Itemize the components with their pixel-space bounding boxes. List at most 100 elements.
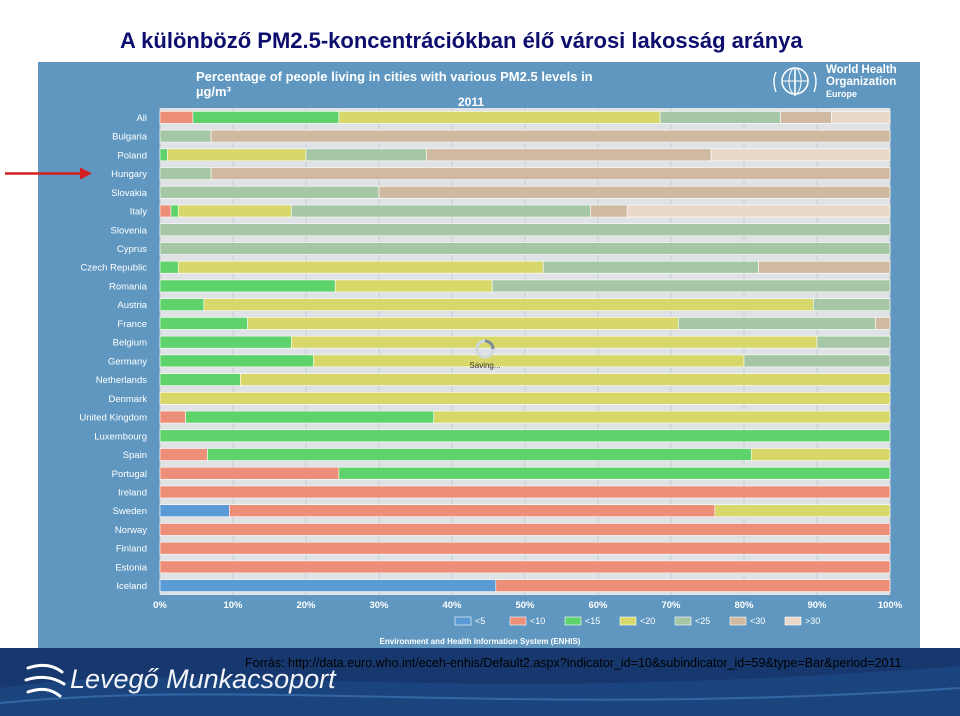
bar-segment xyxy=(159,373,241,386)
spinner-icon xyxy=(475,339,495,359)
bar-segment xyxy=(240,373,891,386)
bar-segment xyxy=(159,129,212,143)
bar-segment xyxy=(677,317,876,330)
who-name-line1: World Health xyxy=(826,64,897,76)
bar-segment xyxy=(159,579,497,592)
bar-segment xyxy=(875,317,891,330)
bar-segment xyxy=(495,579,891,592)
bar-segment xyxy=(491,279,891,293)
bar-segment xyxy=(159,223,891,237)
legend-swatch xyxy=(454,616,472,626)
category-label: Luxembourg xyxy=(94,431,147,442)
bar-segment xyxy=(159,185,380,199)
x-tick-label: 60% xyxy=(588,600,608,611)
footer-band xyxy=(0,648,960,716)
category-label: Estonia xyxy=(115,562,147,573)
category-label: Norway xyxy=(115,525,147,536)
bar-segment xyxy=(159,260,179,274)
category-label: Portugal xyxy=(112,469,147,480)
category-label: Poland xyxy=(117,150,147,161)
x-tick-label: 70% xyxy=(661,600,681,611)
slide-title: A különböző PM2.5-koncentrációkban élő v… xyxy=(120,28,803,53)
bar-segment xyxy=(159,279,336,293)
legend-swatch xyxy=(564,616,582,626)
bar-segment xyxy=(750,448,891,461)
x-tick-label: 0% xyxy=(153,600,167,611)
legend-swatch xyxy=(674,616,692,626)
category-label: Sweden xyxy=(113,506,147,517)
bar-segment xyxy=(203,298,814,311)
bar-segment xyxy=(831,111,891,124)
bar-segment xyxy=(185,410,435,424)
bar-segment xyxy=(159,298,205,311)
category-label: Cyprus xyxy=(117,244,147,255)
bar-segment xyxy=(159,466,340,480)
chart-year: 2011 xyxy=(458,95,485,109)
x-tick-label: 40% xyxy=(442,600,462,611)
bar-segment xyxy=(159,560,891,574)
category-label: Iceland xyxy=(116,581,147,592)
bar-segment xyxy=(813,298,891,311)
legend-label: <20 xyxy=(640,616,655,626)
bar-segment xyxy=(312,354,745,368)
bar-segment xyxy=(177,260,544,274)
bar-segment xyxy=(159,204,172,218)
x-tick-label: 50% xyxy=(515,600,535,611)
bar-segment xyxy=(159,429,891,443)
legend-label: <10 xyxy=(530,616,545,626)
bar-segment xyxy=(247,317,679,330)
x-tick-label: 100% xyxy=(878,600,903,611)
bar-segment xyxy=(159,242,891,255)
who-region: Europe xyxy=(826,89,858,99)
bar-segment xyxy=(433,410,891,424)
bar-segment xyxy=(159,111,194,124)
bar-segment xyxy=(170,204,179,218)
x-tick-label: 20% xyxy=(296,600,316,611)
category-label: Austria xyxy=(117,300,147,311)
category-label: Czech Republic xyxy=(80,263,147,274)
footer-swoosh xyxy=(0,666,960,716)
x-tick-label: 80% xyxy=(734,600,754,611)
category-label: Hungary xyxy=(111,169,147,180)
bar-segment xyxy=(710,148,891,162)
category-label: Ireland xyxy=(118,487,147,498)
bar-segment xyxy=(159,354,314,368)
x-tick-label: 30% xyxy=(369,600,389,611)
who-name-line2: Organization xyxy=(826,76,897,88)
category-label: Slovakia xyxy=(111,188,148,199)
bar-segment xyxy=(338,111,661,124)
legend-swatch xyxy=(729,616,747,626)
bar-segment xyxy=(159,541,891,555)
category-label: Romania xyxy=(109,281,148,292)
bar-segment xyxy=(338,466,891,480)
legend-swatch xyxy=(619,616,637,626)
bar-segment xyxy=(758,260,891,274)
chart-footer: Environment and Health Information Syste… xyxy=(380,637,581,646)
legend-label: >30 xyxy=(805,616,820,626)
bar-segment xyxy=(177,204,292,218)
bar-segment xyxy=(159,392,891,405)
bar-segment xyxy=(159,448,208,461)
saving-text: Saving... xyxy=(469,361,501,370)
bar-segment xyxy=(626,204,891,218)
chart-title: Percentage of people living in cities wi… xyxy=(196,69,593,99)
x-tick-label: 10% xyxy=(223,600,243,611)
bar-segment xyxy=(229,504,716,518)
bar-segment xyxy=(159,485,891,499)
category-label: Bulgaria xyxy=(112,132,148,143)
legend-swatch xyxy=(784,616,802,626)
bar-segment xyxy=(334,279,493,293)
bar-segment xyxy=(816,335,891,349)
bar-segment xyxy=(743,354,891,368)
bar-segment xyxy=(159,504,230,518)
bar-segment xyxy=(426,148,712,162)
category-label: Belgium xyxy=(113,338,147,349)
category-label: All xyxy=(136,113,147,124)
bar-segment xyxy=(167,148,307,162)
bar-segment xyxy=(659,111,781,124)
bar-segment xyxy=(159,148,168,162)
who-name: World Health Organization Europe xyxy=(826,64,897,100)
brand-logo-icon xyxy=(24,663,66,698)
category-label: France xyxy=(117,319,147,330)
